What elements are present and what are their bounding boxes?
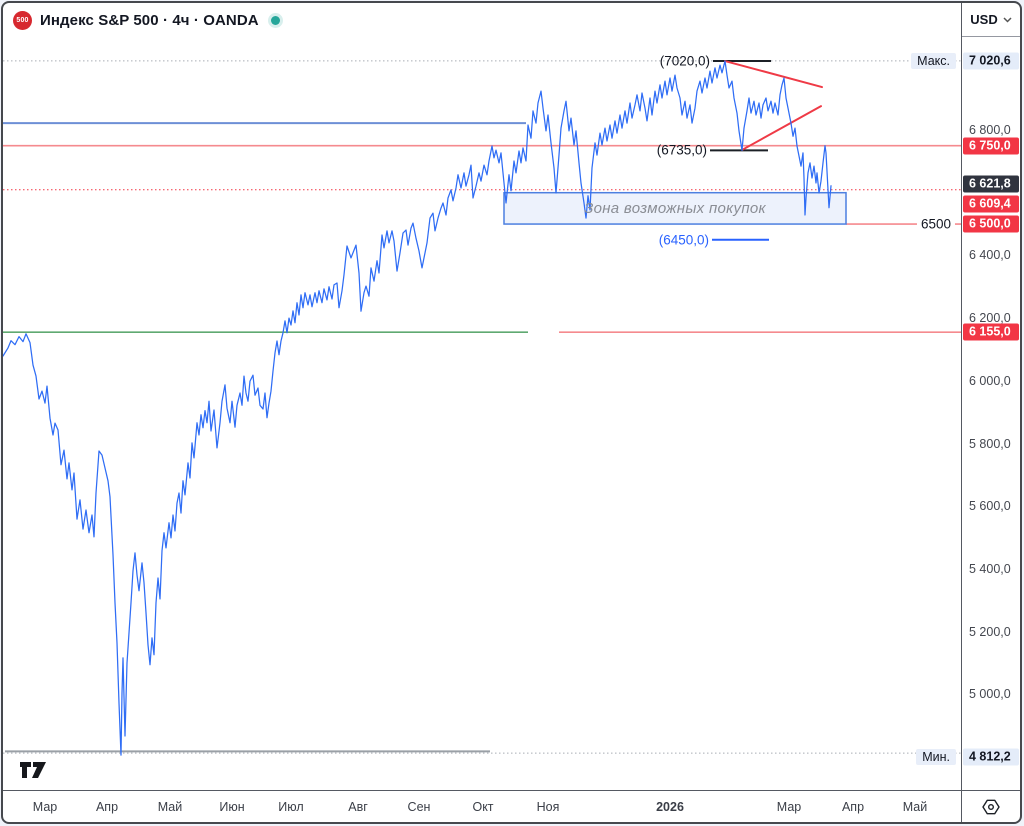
price-tick-label: 5 400,0	[969, 561, 1011, 576]
time-label-month: Май	[902, 799, 928, 814]
time-label-year: 2026	[656, 799, 684, 814]
price-badge-6500,0: 6 500,0	[963, 215, 1019, 233]
price-chart-svg[interactable]	[3, 3, 961, 790]
axis-corner	[961, 790, 1020, 822]
price-tag-6500: 6500	[916, 216, 956, 232]
annotation-text-(6450,0): (6450,0)	[658, 232, 709, 248]
currency-value: USD	[970, 12, 998, 27]
price-tick-label: 6 800,0	[969, 123, 1011, 137]
trend-line-1[interactable]	[724, 60, 823, 89]
price-tick-label: 5 800,0	[969, 436, 1011, 451]
price-badge-6609,4: 6 609,4	[963, 195, 1019, 213]
tradingview-logo-icon[interactable]	[19, 759, 49, 786]
time-label-month: Окт	[472, 799, 494, 814]
min-label: Мин.	[916, 749, 956, 766]
sp500-logo-icon: 500	[13, 11, 32, 30]
time-label-month: Июн	[219, 799, 245, 814]
chart-plot-area[interactable]: Зона возможных покупок 6500 Макс. Мин. (…	[3, 3, 961, 790]
price-tick-label: 6 400,0	[969, 248, 1011, 263]
price-line-series[interactable]	[3, 60, 832, 756]
symbol-header: 500 Индекс S&P 500 · 4ч · OANDA	[13, 11, 280, 30]
price-tick-label: 6 200,0	[969, 311, 1011, 326]
time-axis[interactable]: Мар Апр Май Июн Июл Авг Сен Окт Ноя 2026 Мар Апр Май	[3, 790, 961, 822]
time-label-month: Апр	[95, 799, 119, 814]
max-label: Макс.	[911, 52, 956, 69]
chevron-down-icon	[1003, 16, 1012, 23]
time-label-month: Ноя	[536, 799, 560, 814]
time-label-month: Авг	[348, 799, 368, 814]
time-label-month: Май	[157, 799, 183, 814]
time-label-month: Сен	[407, 799, 431, 814]
currency-selector[interactable]: USD	[962, 3, 1020, 37]
price-badge-6750,0: 6 750,0	[963, 137, 1019, 155]
annotation-text-(7020,0): (7020,0)	[659, 53, 710, 69]
time-label-month: Июл	[278, 799, 304, 814]
price-tick-label: 6 000,0	[969, 373, 1011, 388]
time-label-month: Мар	[32, 799, 58, 814]
price-badge-7020,6: 7 020,6	[963, 52, 1019, 70]
time-label-month: Мар	[776, 799, 802, 814]
time-label-month: Апр	[841, 799, 865, 814]
trend-line-2[interactable]	[742, 105, 822, 151]
price-axis[interactable]: USD 6 800,0 6 400,0 6 200,0 6 000,0 5 800,0 5…	[961, 3, 1020, 790]
price-badge-4812,2: 4 812,2	[963, 748, 1019, 766]
market-open-dot-icon	[270, 16, 280, 25]
buy-zone-label[interactable]: Зона возможных покупок	[584, 199, 766, 217]
buy-zone-rect[interactable]	[503, 191, 847, 225]
price-badge-6155,0: 6 155,0	[963, 323, 1019, 341]
symbol-title[interactable]: Индекс S&P 500 · 4ч · OANDA	[40, 12, 259, 29]
price-tick-label: 5 600,0	[969, 499, 1011, 514]
settings-icon[interactable]	[980, 796, 1002, 818]
price-tick-label: 5 000,0	[969, 687, 1011, 702]
annotation-text-(6735,0): (6735,0)	[656, 142, 707, 158]
price-tick-label: 5 200,0	[969, 624, 1011, 639]
price-badge-6621,8: 6 621,8	[963, 175, 1019, 193]
